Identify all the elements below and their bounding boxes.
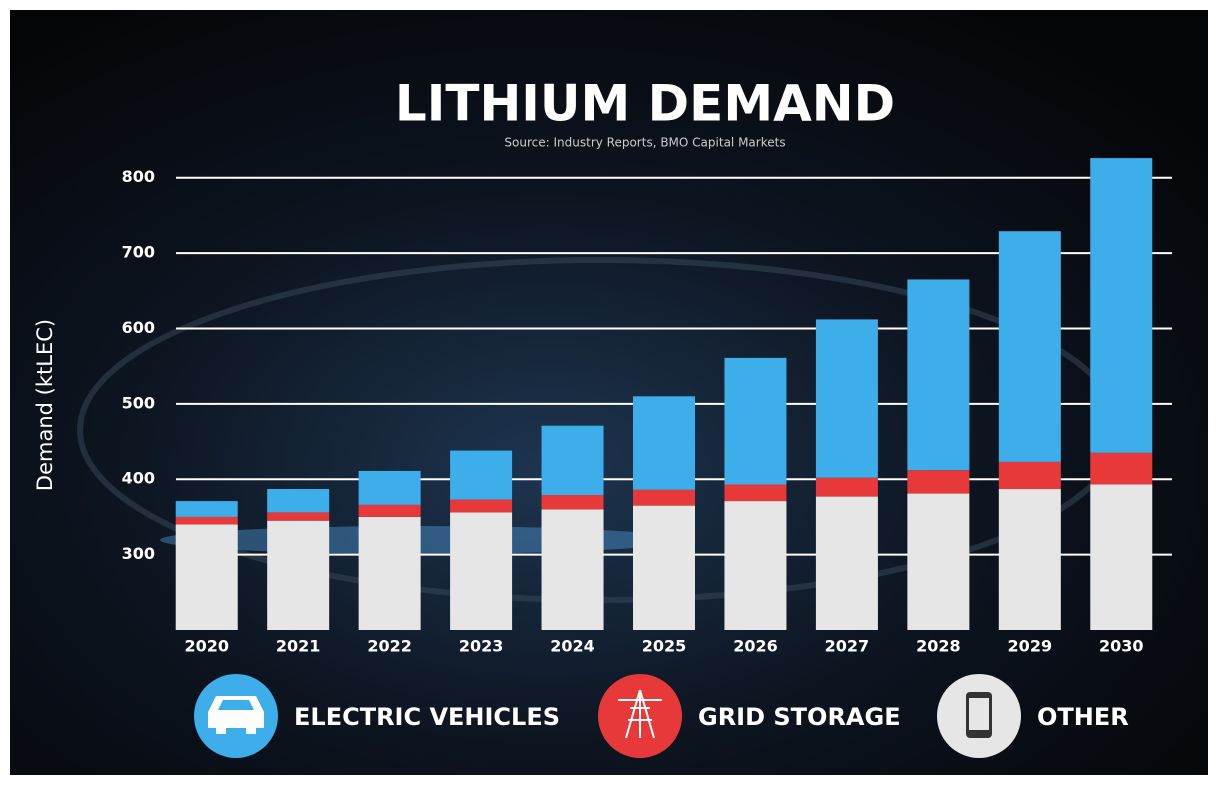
bar-segment bbox=[816, 497, 878, 630]
x-tick-label: 2026 bbox=[733, 637, 778, 656]
bar-segment bbox=[724, 501, 786, 630]
x-tick-label: 2021 bbox=[276, 637, 321, 656]
bar-segment bbox=[816, 319, 878, 477]
chart-subtitle: Source: Industry Reports, BMO Capital Ma… bbox=[504, 136, 785, 150]
bar-segment bbox=[1090, 453, 1152, 485]
bar-segment bbox=[907, 470, 969, 493]
bar-segment bbox=[176, 524, 238, 630]
bar-segment bbox=[1090, 158, 1152, 453]
bar-segment bbox=[999, 231, 1061, 462]
bar-segment bbox=[267, 489, 329, 512]
bar-segment bbox=[450, 512, 512, 630]
x-tick-label: 2020 bbox=[184, 637, 229, 656]
bar-segment bbox=[542, 509, 604, 630]
x-tick-label: 2022 bbox=[367, 637, 412, 656]
bar-segment bbox=[542, 426, 604, 495]
bar-segment bbox=[816, 478, 878, 497]
bar-segment bbox=[633, 506, 695, 630]
y-tick-label: 700 bbox=[122, 243, 155, 262]
chart: LITHIUM DEMAND Source: Industry Reports,… bbox=[0, 0, 1217, 785]
x-tick-label: 2023 bbox=[459, 637, 504, 656]
legend-label: ELECTRIC VEHICLES bbox=[294, 703, 560, 731]
x-tick-label: 2024 bbox=[550, 637, 595, 656]
bar-segment bbox=[542, 495, 604, 509]
bar-segment bbox=[724, 358, 786, 485]
x-tick-label: 2027 bbox=[825, 637, 870, 656]
bar-segment bbox=[359, 517, 421, 630]
bar-segment bbox=[176, 501, 238, 517]
x-tick-label: 2025 bbox=[642, 637, 687, 656]
y-tick-label: 600 bbox=[122, 318, 155, 337]
bar-segment bbox=[1090, 485, 1152, 630]
bar-segment bbox=[359, 471, 421, 505]
bar-segment bbox=[907, 494, 969, 630]
x-tick-label: 2030 bbox=[1099, 637, 1144, 656]
y-tick-label: 800 bbox=[122, 167, 155, 186]
x-tick-label: 2028 bbox=[916, 637, 961, 656]
x-tick-label: 2029 bbox=[1008, 637, 1053, 656]
bar-segment bbox=[176, 517, 238, 525]
bar-segment bbox=[633, 490, 695, 506]
bar-segment bbox=[267, 521, 329, 630]
bar-segment bbox=[999, 462, 1061, 489]
bar-segment bbox=[999, 489, 1061, 630]
bar-segment bbox=[907, 279, 969, 470]
bar-segment bbox=[267, 512, 329, 520]
bar-segment bbox=[724, 485, 786, 502]
y-tick-label: 400 bbox=[122, 469, 155, 488]
bar-segment bbox=[450, 500, 512, 513]
legend-label: OTHER bbox=[1037, 703, 1129, 731]
y-tick-label: 300 bbox=[122, 544, 155, 563]
bar-segment bbox=[633, 396, 695, 489]
bar-segment bbox=[450, 451, 512, 500]
bar-segment bbox=[359, 505, 421, 517]
phone-screen bbox=[969, 698, 989, 730]
y-axis-label: Demand (ktLEC) bbox=[33, 319, 57, 491]
chart-title: LITHIUM DEMAND bbox=[395, 75, 895, 133]
y-tick-label: 500 bbox=[122, 393, 155, 412]
legend-label: GRID STORAGE bbox=[698, 703, 901, 731]
car-window bbox=[218, 700, 254, 710]
